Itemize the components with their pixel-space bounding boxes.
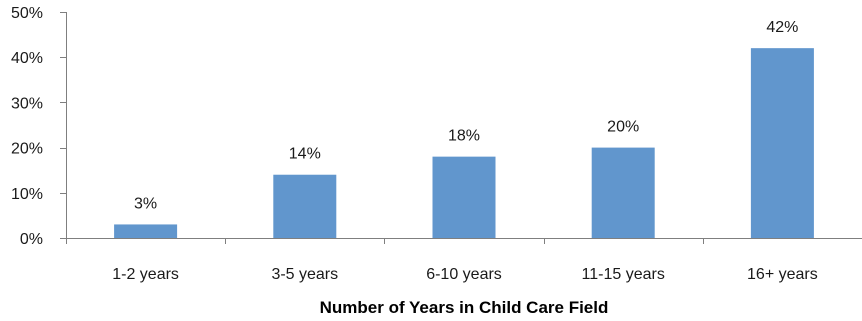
bar-4 xyxy=(591,147,655,238)
y-tick-label: 20% xyxy=(11,141,43,158)
y-axis-tick-labels: 0% 10% 20% 30% 40% 50% xyxy=(11,5,43,248)
y-tick-label: 30% xyxy=(11,95,43,112)
y-tick-label: 0% xyxy=(20,231,43,248)
data-label: 20% xyxy=(607,119,639,136)
x-tick-label: 6-10 years xyxy=(426,266,502,283)
x-tick-label: 1-2 years xyxy=(112,266,179,283)
bar-5 xyxy=(750,48,814,238)
y-tick-label: 50% xyxy=(11,5,43,22)
data-label: 3% xyxy=(134,195,157,212)
x-axis-title: Number of Years in Child Care Field xyxy=(320,298,609,317)
x-tick-label: 3-5 years xyxy=(271,266,338,283)
y-tick-label: 40% xyxy=(11,50,43,67)
data-label: 14% xyxy=(289,146,321,163)
data-label: 42% xyxy=(766,19,798,36)
bar-2 xyxy=(273,174,337,238)
bars xyxy=(114,48,814,238)
bar-1 xyxy=(114,224,178,238)
data-labels: 3% 14% 18% 20% 42% xyxy=(134,19,798,212)
x-tick-label: 16+ years xyxy=(747,266,818,283)
x-axis-tick-labels: 1-2 years 3-5 years 6-10 years 11-15 years 1… xyxy=(112,266,818,283)
data-label: 18% xyxy=(448,128,480,145)
bar-3 xyxy=(432,156,496,238)
x-tick-label: 11-15 years xyxy=(582,266,665,283)
y-axis-ticks xyxy=(60,12,66,239)
y-tick-label: 10% xyxy=(11,186,43,203)
